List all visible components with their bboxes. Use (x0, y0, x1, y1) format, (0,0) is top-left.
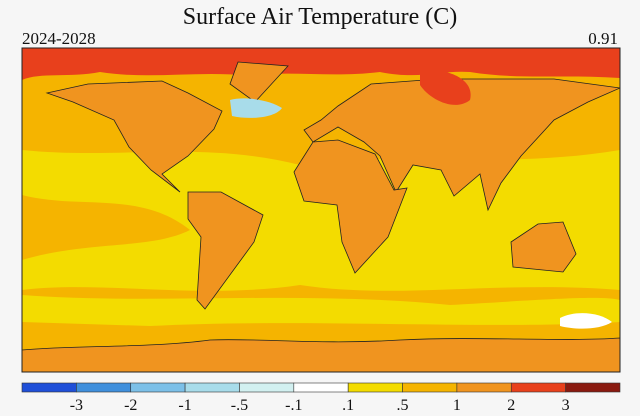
colorbar-label: -.5 (231, 397, 248, 414)
siberia-warm (420, 69, 471, 105)
colorbar: -3 -2 -1 -.5 -.1 .1 .5 1 2 3 (21, 382, 621, 414)
colorbar-swatch (130, 382, 186, 393)
map-frame (21, 47, 621, 373)
australia (510, 221, 577, 273)
colorbar-swatch (456, 382, 512, 393)
north-america (45, 80, 223, 193)
map (21, 47, 621, 373)
arctic-band (22, 48, 620, 80)
global-mean: 0.91 (588, 29, 618, 48)
colorbar-label: 2 (507, 397, 515, 414)
colorbar-swatch (347, 382, 403, 393)
colorbar-label: .1 (342, 397, 354, 414)
colorbar-swatch (565, 382, 621, 393)
antarctic-cool (560, 313, 612, 329)
map-title: Surface Air Temperature (C) (183, 4, 457, 30)
colorbar-label: -.1 (285, 397, 302, 414)
colorbar-label: -1 (178, 397, 191, 414)
eurasia (303, 78, 620, 212)
north-atlantic-cool (230, 98, 282, 118)
colorbar-swatch (76, 382, 132, 393)
southern-band (22, 295, 620, 326)
colorbar-label: -3 (70, 397, 83, 414)
colorbar-swatch (510, 382, 566, 393)
africa (293, 139, 408, 274)
antarctica (22, 337, 620, 372)
colorbar-label: 1 (453, 397, 461, 414)
colorbar-swatch (293, 382, 349, 393)
colorbar-label: -2 (124, 397, 137, 414)
period-label: 2024-2028 (22, 29, 96, 48)
colorbar-swatch (402, 382, 458, 393)
colorbar-swatch (239, 382, 295, 393)
south-america (187, 191, 264, 310)
colorbar-label: .5 (397, 397, 409, 414)
colorbar-label: 3 (562, 397, 570, 414)
pacific-patch (22, 195, 190, 260)
colorbar-swatch (21, 382, 77, 393)
colorbar-swatch (184, 382, 240, 393)
